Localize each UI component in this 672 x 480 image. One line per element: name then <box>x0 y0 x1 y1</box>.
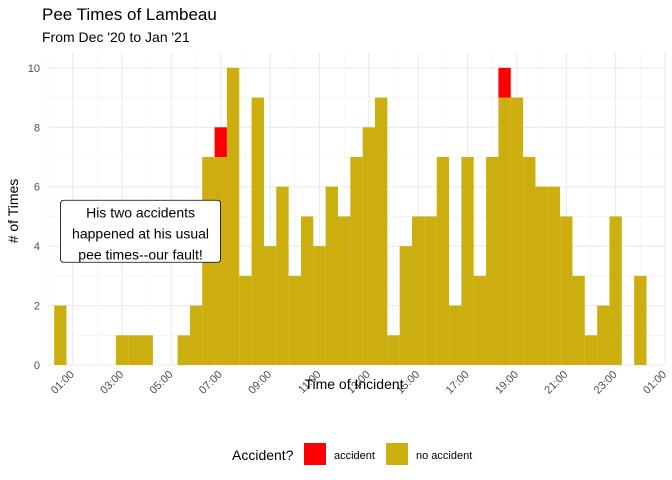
bar-no-accident <box>424 216 437 365</box>
bar-no-accident <box>239 275 252 365</box>
bar-no-accident <box>634 275 647 365</box>
bar-no-accident <box>350 157 363 365</box>
annotation-line: pee times--our fault! <box>78 246 203 262</box>
bar-no-accident <box>547 186 561 365</box>
bar-no-accident <box>461 157 474 365</box>
y-tick-label: 2 <box>34 301 40 313</box>
y-axis-title: # of Times <box>5 179 21 244</box>
x-tick-label: 01:00 <box>641 369 669 397</box>
bar-no-accident <box>523 157 536 365</box>
legend-key-accident <box>304 443 326 465</box>
bar-no-accident <box>177 335 190 365</box>
bar-no-accident <box>140 335 153 365</box>
bar-no-accident <box>300 216 314 365</box>
x-tick-label: 19:00 <box>493 369 521 397</box>
chart-subtitle: From Dec '20 to Jan '21 <box>42 29 190 45</box>
bar-no-accident <box>313 246 326 365</box>
bar-no-accident <box>128 335 141 365</box>
bar-no-accident <box>362 127 376 366</box>
x-axis-title: Time of Incident <box>304 376 403 392</box>
bar-no-accident <box>399 246 413 365</box>
legend-title: Accident? <box>232 447 294 463</box>
bar-no-accident <box>510 97 524 366</box>
x-tick-label: 03:00 <box>98 369 126 397</box>
x-tick-label: 21:00 <box>542 369 570 397</box>
bar-no-accident <box>115 335 129 365</box>
legend-label: accident <box>334 450 375 462</box>
x-tick-label: 07:00 <box>197 369 225 397</box>
bar-no-accident <box>609 216 622 365</box>
bar-no-accident <box>449 305 462 365</box>
bar-no-accident <box>572 275 585 365</box>
chart-title: Pee Times of Lambeau <box>42 5 217 24</box>
x-tick-label: 01:00 <box>49 369 77 397</box>
bar-no-accident <box>375 97 388 366</box>
y-tick-label: 0 <box>34 360 40 372</box>
y-tick-label: 6 <box>34 182 40 194</box>
bar-accident <box>214 127 227 157</box>
bar-no-accident <box>276 186 289 365</box>
y-tick-label: 8 <box>34 122 40 134</box>
legend: Accident? accident no accident <box>232 443 472 465</box>
bar-no-accident <box>436 157 450 365</box>
bar-no-accident <box>325 186 338 365</box>
bar-no-accident <box>412 216 425 365</box>
x-tick-label: 23:00 <box>592 369 620 397</box>
bar-no-accident <box>263 246 277 365</box>
x-tick-label: 05:00 <box>148 369 176 397</box>
x-tick-label: 09:00 <box>246 369 274 397</box>
bar-no-accident <box>498 97 511 366</box>
y-tick-label: 10 <box>28 63 40 75</box>
bar-no-accident <box>189 305 203 365</box>
legend-key-no-accident <box>386 443 408 465</box>
bar-no-accident <box>560 216 573 365</box>
bar-no-accident <box>597 305 610 365</box>
annotation-line: His two accidents <box>86 204 195 220</box>
annotation: His two accidents happened at his usual pe… <box>60 199 221 263</box>
bar-no-accident <box>486 157 499 365</box>
bar-no-accident <box>473 275 487 365</box>
bar-no-accident <box>54 305 67 365</box>
bar-no-accident <box>387 335 400 365</box>
legend-label: no accident <box>416 450 472 462</box>
bar-no-accident <box>288 275 301 365</box>
bar-no-accident <box>337 216 351 365</box>
bar-no-accident <box>535 186 548 365</box>
x-tick-label: 17:00 <box>444 369 472 397</box>
bar-no-accident <box>226 67 240 365</box>
y-tick-label: 4 <box>34 241 40 253</box>
bar-no-accident <box>251 97 264 366</box>
bar-accident <box>498 67 511 98</box>
annotation-box <box>60 199 221 263</box>
annotation-line: happened at his usual <box>72 225 209 241</box>
bar-no-accident <box>584 335 598 365</box>
